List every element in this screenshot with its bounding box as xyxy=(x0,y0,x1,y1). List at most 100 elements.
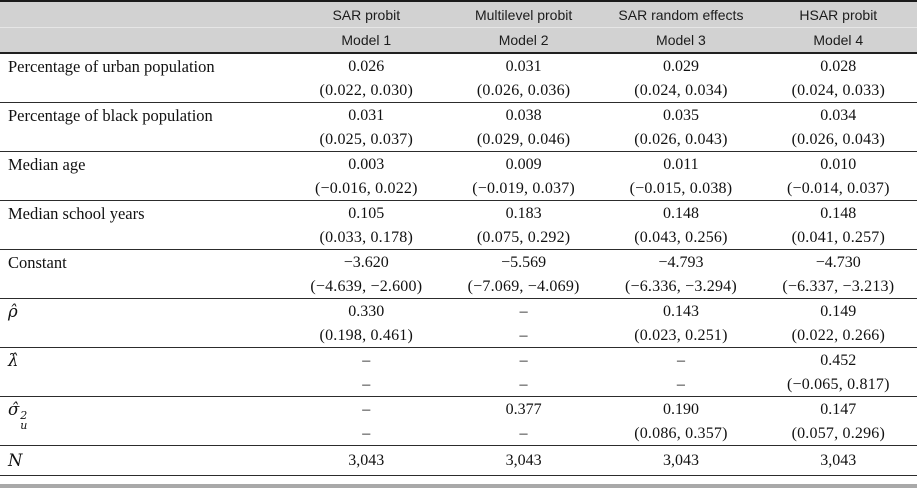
row-label: Percentage of black population xyxy=(8,106,213,125)
estimate-value: 0.035 xyxy=(662,107,699,124)
ci-value: (0.023, 0.251) xyxy=(634,327,728,344)
greek-rho-hat: ρ̂ xyxy=(8,302,18,321)
ci-value: (0.029, 0.046) xyxy=(476,131,571,148)
col-subheader-model-4: Model 4 xyxy=(759,27,917,54)
ci-value: (−0.019, 0.037) xyxy=(472,180,575,197)
estimate-value: 0.143 xyxy=(662,303,699,320)
estimate-value: 0.190 xyxy=(662,401,699,418)
estimate-value: 0.183 xyxy=(505,205,542,222)
cell: 0.010 (−0.014, 0.037) xyxy=(760,152,917,201)
header-model-numbers-row: Model 1 Model 2 Model 3 Model 4 xyxy=(0,27,917,54)
ci-value: (−6.336, −3.294) xyxy=(624,278,737,295)
row-rho-hat: ρ̂ 0.330 (0.198, 0.461) – – 0.143 (0.023, 0… xyxy=(0,299,917,348)
ci-value: (−0.065, 0.817) xyxy=(786,376,890,393)
ci-value: (0.033, 0.178) xyxy=(319,229,414,246)
ci-value: (0.057, 0.296) xyxy=(791,425,886,442)
cell: 0.452 (−0.065, 0.817) xyxy=(760,348,917,397)
row-median-age: Median age 0.003 (−0.016, 0.022) 0.009 (−0… xyxy=(0,152,917,201)
ci-value: (0.086, 0.357) xyxy=(634,425,728,442)
estimate-value: 0.010 xyxy=(820,156,857,173)
cell: 0.009 (−0.019, 0.037) xyxy=(445,152,602,201)
col-header-hsar-probit: HSAR probit xyxy=(759,2,917,28)
cell: 0.029 (0.024, 0.034) xyxy=(602,53,759,103)
ci-value: – xyxy=(362,376,371,393)
estimate-value: 0.026 xyxy=(348,58,385,75)
ci-value: (−0.015, 0.038) xyxy=(629,180,733,197)
estimate-value: 0.031 xyxy=(348,107,385,124)
row-label-sigma-hat-squared-u: σ̂ 2 u xyxy=(0,397,288,446)
cell: – – xyxy=(288,348,445,397)
col-subheader-model-2: Model 2 xyxy=(444,27,603,54)
ci-value: (0.041, 0.257) xyxy=(791,229,886,246)
estimate-value: −5.569 xyxy=(501,254,547,271)
ci-value: (0.043, 0.256) xyxy=(634,229,728,246)
table-header: SAR probit Multilevel probit SAR random … xyxy=(0,2,917,54)
cell: 0.031 (0.026, 0.036) xyxy=(445,53,602,103)
col-header-sar-random-effects: SAR random effects xyxy=(602,2,760,28)
row-label: Percentage of urban population xyxy=(8,57,215,76)
cell: 0.026 (0.022, 0.030) xyxy=(288,53,445,103)
estimate-value: 0.452 xyxy=(820,352,857,369)
ci-value: – xyxy=(362,425,371,442)
estimate-value: 0.031 xyxy=(505,58,542,75)
estimate-value: 0.147 xyxy=(820,401,857,418)
col-subheader-model-3: Model 3 xyxy=(602,27,760,54)
estimate-value: – xyxy=(519,303,528,320)
estimate-value: 0.011 xyxy=(663,156,699,173)
cell: −5.569 (−7.069, −4.069) xyxy=(445,250,602,299)
cell: −4.730 (−6.337, −3.213) xyxy=(760,250,917,299)
ci-value: (−0.014, 0.037) xyxy=(786,180,890,197)
ci-value: (0.024, 0.033) xyxy=(791,82,886,99)
row-label: Constant xyxy=(8,253,67,272)
cell: 0.031 (0.025, 0.037) xyxy=(288,103,445,152)
row-label-lambda-hat: λ̂ xyxy=(0,348,288,397)
estimate-value: 0.148 xyxy=(820,205,857,222)
row-constant: Constant −3.620 (−4.639, −2.600) −5.569 (−… xyxy=(0,250,917,299)
row-pct-urban-population: Percentage of urban population 0.026 (0.0… xyxy=(0,53,917,103)
cell: 0.149 (0.022, 0.266) xyxy=(760,299,917,348)
header-spacer xyxy=(0,2,288,28)
cell: 0.148 (0.041, 0.257) xyxy=(760,201,917,250)
ci-value: (0.075, 0.292) xyxy=(476,229,571,246)
col-subheader-model-1: Model 1 xyxy=(287,27,445,54)
estimate-value: 0.377 xyxy=(505,401,542,418)
greek-lambda-hat: λ̂ xyxy=(8,351,19,370)
row-sample-size: N 3,043 3,043 3,043 3,043 xyxy=(0,446,917,476)
subscript-u: u xyxy=(20,418,28,432)
ci-value: (0.026, 0.043) xyxy=(634,131,728,148)
row-lambda-hat: λ̂ – – – – – – 0.452 (−0.065, 0.817) xyxy=(0,348,917,397)
cell: 0.028 (0.024, 0.033) xyxy=(760,53,917,103)
row-label: Median school years xyxy=(8,204,145,223)
cell: 0.011 (−0.015, 0.038) xyxy=(602,152,759,201)
superscript-2: 2 xyxy=(20,409,28,422)
estimate-value: 0.148 xyxy=(662,205,699,222)
n-value: 3,043 xyxy=(820,452,857,469)
ci-value: (0.026, 0.043) xyxy=(791,131,886,148)
estimate-value: – xyxy=(362,352,371,369)
cell: 0.003 (−0.016, 0.022) xyxy=(288,152,445,201)
estimate-value: 0.149 xyxy=(820,303,857,320)
header-model-names-row: SAR probit Multilevel probit SAR random … xyxy=(0,2,917,28)
ci-value: (0.022, 0.030) xyxy=(319,82,414,99)
estimate-value: 0.038 xyxy=(505,107,542,124)
cell: 0.034 (0.026, 0.043) xyxy=(760,103,917,152)
ci-value: (−0.016, 0.022) xyxy=(314,180,418,197)
cell: – – xyxy=(445,299,602,348)
row-median-school-years: Median school years 0.105 (0.033, 0.178) … xyxy=(0,201,917,250)
cell: – – xyxy=(288,397,445,446)
ci-value: – xyxy=(519,327,528,344)
row-sigma-hat-squared-u: σ̂ 2 u – – 0.377– 0.190 (0.086, 0.357) 0.147… xyxy=(0,397,917,446)
table-body: Percentage of urban population 0.026 (0.0… xyxy=(0,53,917,476)
table-bottom-rule xyxy=(0,484,917,488)
estimate-value: −4.730 xyxy=(815,254,861,271)
cell: – – xyxy=(445,348,602,397)
cell: 0.183 (0.075, 0.292) xyxy=(445,201,602,250)
cell: 0.143 (0.023, 0.251) xyxy=(602,299,759,348)
cell: 0.377 – xyxy=(445,397,602,446)
estimate-value: 0.105 xyxy=(348,205,385,222)
ci-value: (0.022, 0.266) xyxy=(791,327,886,344)
estimate-value: 0.034 xyxy=(820,107,857,124)
estimate-value: – xyxy=(519,352,528,369)
